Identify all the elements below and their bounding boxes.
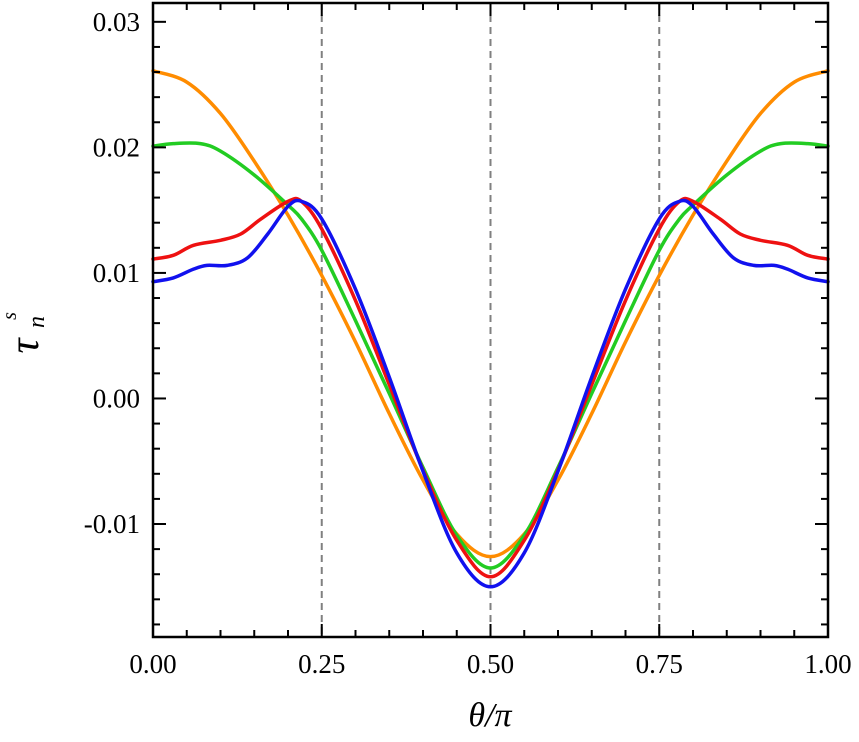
x-tick-label-3: 0.75: [636, 649, 683, 679]
y-tick-label-2: 0.01: [93, 258, 140, 288]
axis-ticks: [152, 3, 829, 637]
series-line-3: [151, 198, 830, 589]
y-tick-label-1: 0.00: [93, 383, 140, 413]
x-tick-label-1: 0.25: [298, 649, 345, 679]
series-line-0: [151, 69, 830, 559]
series-line-2: [151, 196, 830, 579]
y-axis-title-subscript: n: [24, 316, 50, 328]
y-tick-label-3: 0.02: [93, 132, 140, 162]
x-tick-label-2: 0.50: [467, 649, 514, 679]
y-axis-title: τ n s: [0, 312, 50, 354]
y-tick-label-0: -0.01: [84, 509, 140, 539]
series-line-1: [151, 141, 830, 570]
x-axis-title: θ/π: [468, 697, 512, 734]
y-axis-title-superscript: s: [0, 312, 21, 320]
y-tick-labels: -0.01 0.00 0.01 0.02 0.03: [84, 7, 140, 539]
x-tick-label-4: 1.00: [804, 649, 851, 679]
x-tick-labels: 0.00 0.25 0.50 0.75 1.00: [129, 649, 851, 679]
vertical-reference-lines: [320, 3, 661, 637]
y-axis-title-symbol: τ: [2, 337, 48, 354]
y-tick-label-4: 0.03: [93, 7, 140, 37]
x-tick-label-0: 0.00: [129, 649, 176, 679]
series-lines: [151, 69, 830, 589]
